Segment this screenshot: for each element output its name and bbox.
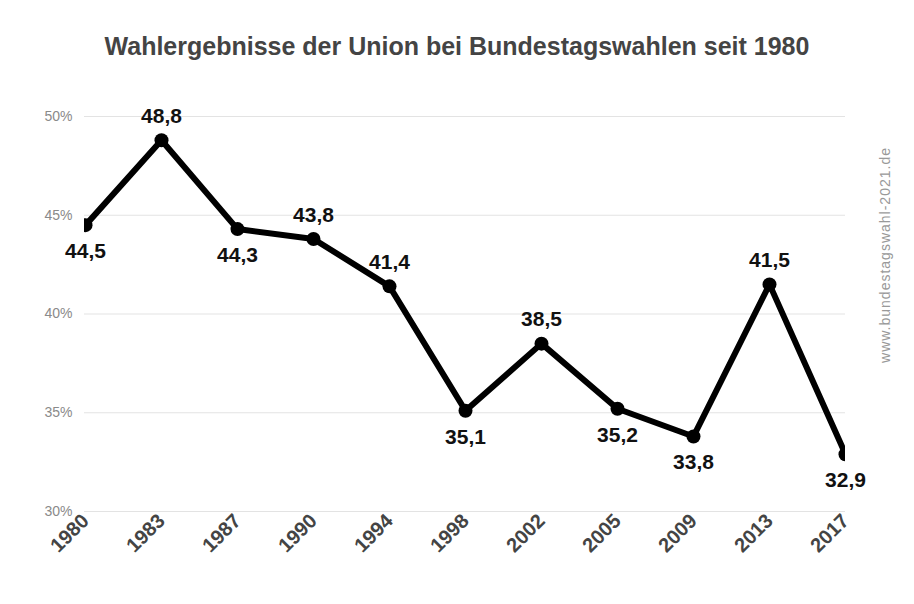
svg-text:1983: 1983 xyxy=(122,509,169,556)
svg-text:32,9: 32,9 xyxy=(825,468,866,491)
svg-text:43,8: 43,8 xyxy=(293,203,334,226)
svg-text:1990: 1990 xyxy=(274,509,321,556)
svg-text:1980: 1980 xyxy=(46,509,93,556)
svg-text:2013: 2013 xyxy=(730,509,777,556)
svg-text:30%: 30% xyxy=(44,503,72,519)
svg-text:35%: 35% xyxy=(44,404,72,420)
svg-text:41,5: 41,5 xyxy=(749,248,790,271)
svg-text:1987: 1987 xyxy=(198,509,245,556)
svg-text:2009: 2009 xyxy=(654,509,701,556)
svg-text:44,3: 44,3 xyxy=(217,243,258,266)
svg-text:45%: 45% xyxy=(44,207,72,223)
svg-text:35,1: 35,1 xyxy=(445,424,486,447)
svg-text:33,8: 33,8 xyxy=(673,450,714,473)
svg-text:44,5: 44,5 xyxy=(65,239,106,262)
svg-text:48,8: 48,8 xyxy=(141,104,182,127)
svg-text:2002: 2002 xyxy=(502,509,549,556)
svg-text:1994: 1994 xyxy=(350,509,398,557)
svg-text:40%: 40% xyxy=(44,305,72,321)
svg-text:50%: 50% xyxy=(44,108,72,124)
svg-text:38,5: 38,5 xyxy=(521,307,562,330)
html-text:Wahlergebnisse der Union bei B: Wahlergebnisse der Union bei Bundestagsw… xyxy=(104,32,810,60)
html-text:www.bundestagswahl-2021.de: www.bundestagswahl-2021.de xyxy=(877,147,893,363)
svg-text:1998: 1998 xyxy=(426,509,473,556)
svg-text:41,4: 41,4 xyxy=(369,250,410,273)
svg-text:35,2: 35,2 xyxy=(597,423,638,446)
svg-text:2017: 2017 xyxy=(806,509,853,556)
svg-text:2005: 2005 xyxy=(578,509,625,556)
